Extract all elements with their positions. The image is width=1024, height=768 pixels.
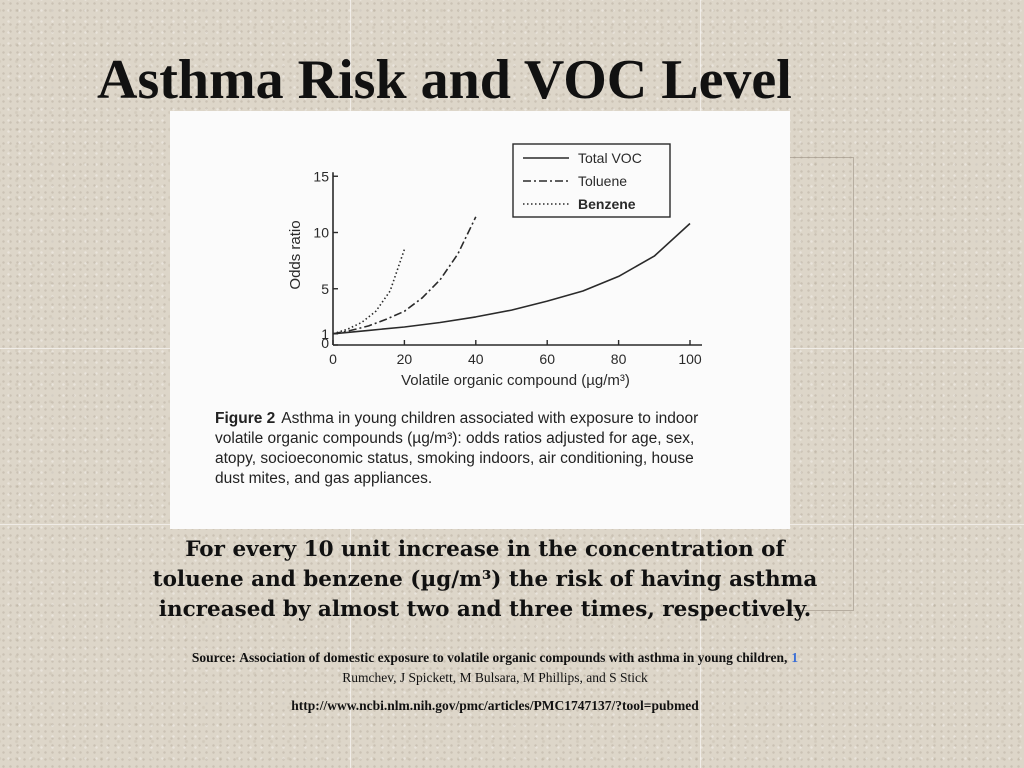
legend-box [512, 143, 671, 218]
slide-title: Asthma Risk and VOC Level [97, 49, 792, 111]
summary-line: increased by almost two and three times,… [158, 597, 812, 622]
source-label: Source: [191, 650, 236, 665]
x-tick-label: 20 [397, 351, 413, 367]
caption-line: volatile organic compounds (µg/m³): odds… [215, 430, 695, 447]
legend-label: Benzene [578, 196, 636, 212]
caption-line: Asthma in young children associated with… [281, 410, 699, 427]
legend-label: Total VOC [578, 150, 642, 166]
x-tick-label: 80 [611, 351, 627, 367]
y-tick-label: 15 [313, 168, 329, 184]
y-axis-label: Odds ratio [287, 220, 304, 289]
series-line-total-voc [332, 222, 691, 335]
source-citation: Source: Association of domestic exposure… [80, 648, 910, 688]
legend-label: Toluene [578, 173, 627, 189]
caption-line: dust mites, and gas appliances. [215, 470, 433, 487]
source-reference-link[interactable]: 1 [791, 650, 799, 665]
y-tick-label: 5 [321, 281, 329, 297]
summary-line: For every 10 unit increase in the concen… [185, 537, 785, 562]
figure-label: Figure 2 [215, 410, 276, 427]
series-line-toluene [332, 216, 477, 335]
figure-caption: Figure 2 Asthma in young children associa… [215, 409, 775, 489]
source-url[interactable]: http://www.ncbi.nlm.nih.gov/pmc/articles… [291, 698, 699, 713]
summary-line: toluene and benzene (µg/m³) the risk of … [152, 567, 818, 592]
x-axis-label: Volatile organic compound (µg/m³) [401, 372, 630, 389]
x-tick-label: 60 [539, 351, 555, 367]
caption-line: atopy, socioeconomic status, smoking ind… [215, 450, 694, 467]
y-tick-label: 10 [313, 225, 329, 241]
summary-text: For every 10 unit increase in the concen… [90, 535, 880, 625]
y-tick-label: 0 [321, 335, 329, 351]
x-tick-label: 100 [678, 351, 702, 367]
x-tick-label: 0 [329, 351, 337, 367]
chart-series [332, 216, 691, 335]
series-line-benzene [332, 249, 406, 335]
chart-legend: Total VOC Toluene Benzene [512, 143, 671, 218]
figure-shadow-frame [790, 157, 854, 611]
source-authors: Rumchev, J Spickett, M Bulsara, M Philli… [342, 670, 648, 685]
source-title: Association of domestic exposure to vola… [239, 650, 788, 665]
y-tick-label: 1 [321, 326, 329, 342]
figure-panel: 0 20 40 60 80 100 0 1 5 10 15 Volatile organic comp… [170, 111, 790, 529]
x-tick-label: 40 [468, 351, 484, 367]
